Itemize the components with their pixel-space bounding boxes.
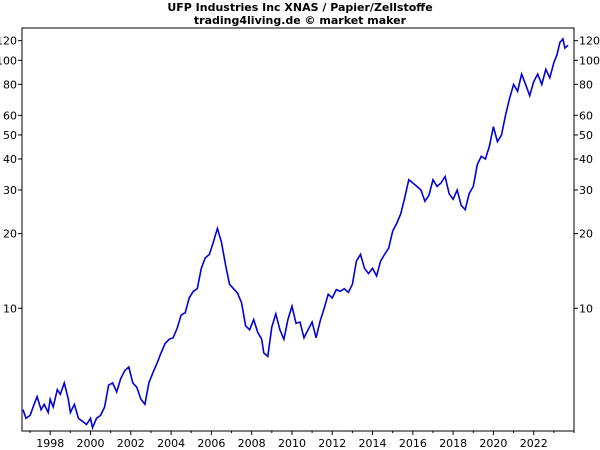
chart-title: UFP Industries Inc XNAS / Papier/Zellsto… bbox=[167, 1, 433, 14]
x-tick-label: 2014 bbox=[359, 437, 387, 450]
y-tick-label-right: 30 bbox=[579, 184, 593, 197]
y-tick-label-right: 50 bbox=[579, 129, 593, 142]
y-tick-label-left: 50 bbox=[3, 129, 17, 142]
y-tick-label-left: 80 bbox=[3, 78, 17, 91]
x-tick-label: 2022 bbox=[520, 437, 548, 450]
y-tick-label-left: 30 bbox=[3, 184, 17, 197]
y-tick-label-right: 80 bbox=[579, 78, 593, 91]
x-tick-label: 2010 bbox=[278, 437, 306, 450]
x-tick-label: 2000 bbox=[76, 437, 104, 450]
y-tick-label-left: 10 bbox=[3, 302, 17, 315]
y-tick-label-right: 10 bbox=[579, 302, 593, 315]
x-tick-label: 2004 bbox=[157, 437, 185, 450]
x-tick-label: 2012 bbox=[318, 437, 346, 450]
x-tick-label: 2018 bbox=[439, 437, 467, 450]
y-tick-label-right: 20 bbox=[579, 228, 593, 241]
y-tick-label-left: 40 bbox=[3, 153, 17, 166]
y-axis-right: 10 20 30 40 50 60 80 100 120 bbox=[574, 35, 600, 315]
plot-frame bbox=[21, 27, 575, 432]
y-tick-label-right: 40 bbox=[579, 153, 593, 166]
y-tick-label-left: 60 bbox=[3, 109, 17, 122]
y-tick-label-left: 120 bbox=[0, 35, 17, 48]
y-tick-label-left: 100 bbox=[0, 54, 17, 67]
chart-subtitle: trading4living.de © market maker bbox=[193, 14, 407, 27]
y-axis-left: 10 20 30 40 50 60 80 100 120 bbox=[0, 35, 22, 315]
y-tick-label-right: 100 bbox=[579, 54, 600, 67]
y-tick-label-right: 60 bbox=[579, 109, 593, 122]
price-series-line bbox=[22, 37, 569, 431]
x-axis: 1998 2000 2002 2004 2006 2008 2010 2012 2014 2016… bbox=[29, 431, 575, 450]
y-tick-label-right: 120 bbox=[579, 35, 600, 48]
x-tick-label: 2016 bbox=[399, 437, 427, 450]
x-tick-label: 2008 bbox=[238, 437, 266, 450]
x-tick-label: 2002 bbox=[117, 437, 145, 450]
x-tick-label: 1998 bbox=[36, 437, 64, 450]
x-tick-label: 2006 bbox=[197, 437, 225, 450]
x-tick-label: 2020 bbox=[479, 437, 507, 450]
y-tick-label-left: 20 bbox=[3, 228, 17, 241]
